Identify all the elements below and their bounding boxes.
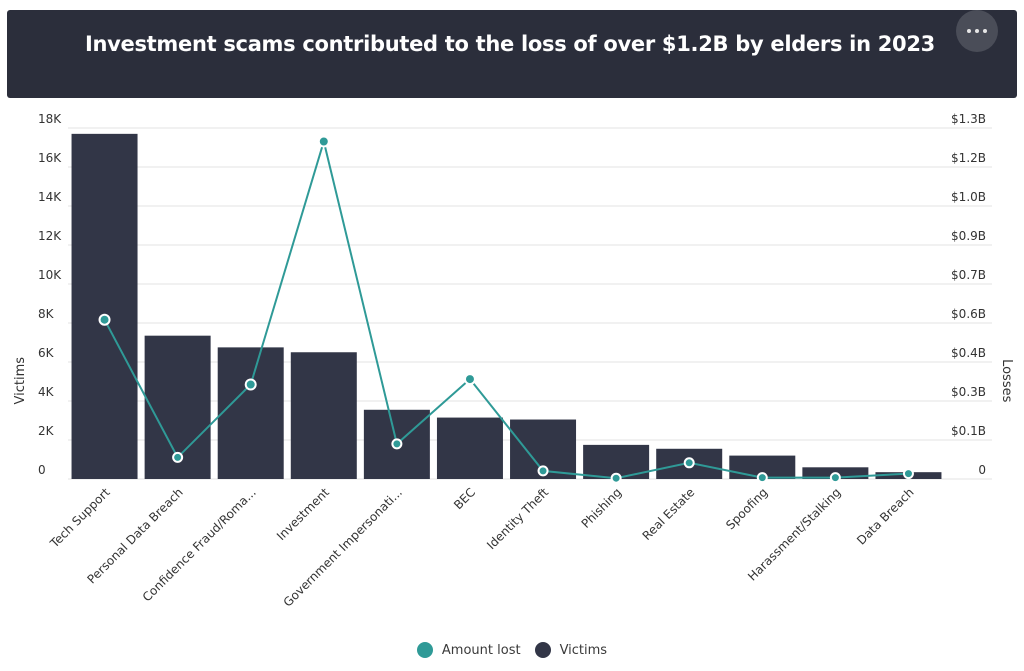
bar-victims xyxy=(729,455,796,479)
x-tick-label: Phishing xyxy=(579,485,625,531)
point-amount-lost xyxy=(463,373,476,386)
more-options-button[interactable] xyxy=(956,10,998,52)
bar-victims xyxy=(71,133,138,479)
y-tick-label-left: 18K xyxy=(38,112,62,126)
legend-label-victims: Victims xyxy=(559,642,608,658)
y-tick-label-left: 8K xyxy=(38,307,55,321)
y-axis-title-left: Victims xyxy=(13,357,28,405)
point-amount-lost xyxy=(902,468,914,480)
bar-victims xyxy=(217,347,284,479)
line-amount-lost xyxy=(103,137,909,480)
y-tick-label-left: 4K xyxy=(38,385,55,399)
x-tick-label: Data Breach xyxy=(854,485,916,547)
point-amount-lost xyxy=(756,472,768,484)
legend-item-victims[interactable]: Victims xyxy=(534,642,608,658)
point-amount-lost xyxy=(317,135,330,148)
y-tick-label-right: $1.2B xyxy=(951,151,986,165)
y-tick-label-left: 2K xyxy=(38,424,55,438)
more-horizontal-icon xyxy=(967,29,971,33)
y-tick-label-right: $0.7B xyxy=(951,268,986,282)
chart-header xyxy=(7,10,1017,98)
legend-swatch-victims xyxy=(534,642,551,658)
y-tick-label-left: 14K xyxy=(38,190,62,204)
x-tick-label: Spoofing xyxy=(723,485,770,532)
y-axis-title-right: Losses xyxy=(999,359,1014,403)
point-amount-lost xyxy=(98,313,111,326)
x-tick-label: Identity Theft xyxy=(484,485,551,552)
point-amount-lost xyxy=(537,465,549,477)
x-tick-label: Real Estate xyxy=(640,485,698,543)
y-tick-label-left: 12K xyxy=(38,229,62,243)
bar-victims xyxy=(290,352,357,479)
y-tick-label-right: $1.3B xyxy=(951,112,986,126)
point-amount-lost xyxy=(829,472,841,484)
y-tick-label-right: $0.6B xyxy=(951,307,986,321)
point-amount-lost xyxy=(172,451,184,463)
y-tick-label-left: 16K xyxy=(38,151,62,165)
point-amount-lost xyxy=(391,438,403,450)
y-tick-label-right: 0 xyxy=(978,463,986,477)
x-tick-label: Investment xyxy=(274,485,332,543)
x-tick-label: Government Impersonati... xyxy=(281,485,405,609)
legend-label-amount-lost: Amount lost xyxy=(441,642,521,658)
y-tick-label-left: 0 xyxy=(38,463,46,477)
point-amount-lost xyxy=(610,472,622,484)
y-tick-label-left: 6K xyxy=(38,346,55,360)
y-tick-label-right: $0.4B xyxy=(951,346,986,360)
legend-swatch-amount-lost xyxy=(416,642,433,658)
y-tick-label-right: $1.0B xyxy=(951,190,986,204)
bar-victims xyxy=(436,417,503,479)
x-tick-label: Tech Support xyxy=(47,485,113,551)
x-tick-label: BEC xyxy=(451,485,478,512)
point-amount-lost xyxy=(683,457,695,469)
chart-title: Investment scams contributed to the loss… xyxy=(84,32,935,56)
y-tick-label-right: $0.1B xyxy=(951,424,986,438)
y-tick-label-right: $0.3B xyxy=(951,385,986,399)
y-tick-label-right: $0.9B xyxy=(951,229,986,243)
legend-item-amount-lost[interactable]: Amount lost xyxy=(416,642,521,658)
more-horizontal-icon-dot xyxy=(983,29,987,33)
y-tick-label-left: 10K xyxy=(38,268,62,282)
chart-legend: Amount lost Victims xyxy=(0,640,1024,660)
point-amount-lost xyxy=(244,378,257,391)
more-horizontal-icon-dot xyxy=(975,29,979,33)
